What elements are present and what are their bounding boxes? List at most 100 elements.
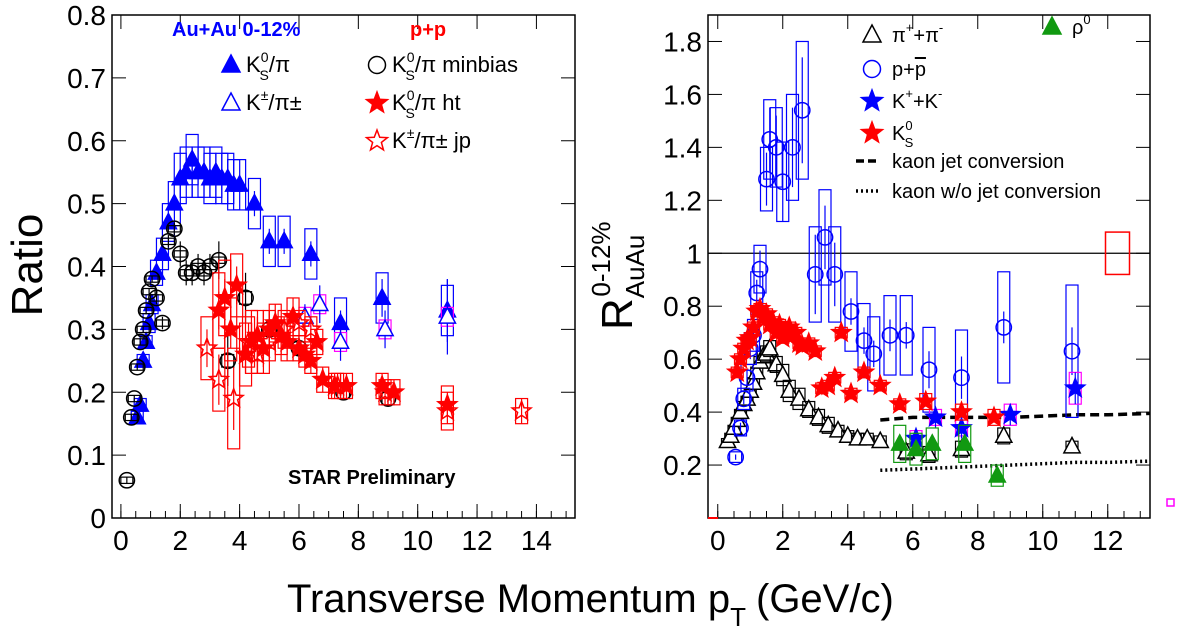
y-tick-label: 0.2 [663,450,702,481]
x-axis-title-main: Transverse Momentum p [287,577,730,621]
x-axis-title: Transverse Momentum pT (GeV/c) [287,577,894,632]
data-point [955,433,975,451]
data-point [435,399,459,421]
systematic-box [729,451,743,464]
data-point [245,193,264,211]
data-point [826,266,844,283]
y-tick-label: 0.8 [663,291,702,322]
y-tick-label: 0.8 [67,0,106,31]
data-point [201,258,219,275]
legend-label-rest: /π minbias [415,52,518,77]
data-point [148,289,165,307]
y-tick-label: 0.4 [663,397,702,428]
right-y-axis-label-sup: 0-12% [586,221,616,296]
data-point [143,270,161,288]
right-y-axis-label-main: R [593,298,642,330]
data-point [171,245,189,263]
legend-label-sup2: - [939,20,943,35]
right-panel: 0 2 4 6 8 10 120.20.40.60.811.21.41.61.8 π++π-p… [663,12,1151,556]
data-point [122,409,140,426]
data-point [299,348,323,371]
systematic-box [753,244,767,294]
data-point [272,317,296,340]
systematic-box [808,226,822,323]
legend-label-sup: ± [261,87,269,103]
data-point [823,365,847,388]
legend-marker [859,87,885,112]
data-point [732,419,749,437]
legend-label-overbar: p [915,59,926,81]
y-tick-label: 0.7 [67,63,106,94]
x-tick-label: 2 [172,525,188,556]
legend-marker [364,89,390,114]
legend-label-main: K [892,91,906,113]
data-point [137,302,155,319]
data-point [742,315,765,338]
data-point [919,443,939,462]
systematic-box [828,226,842,323]
systematic-box [883,295,897,376]
y-tick-label: 0.6 [67,126,106,157]
y-tick-label: 0 [90,503,106,534]
data-point [839,381,863,404]
legend-label: K±/π± [246,87,302,115]
x-axis-title-sub: T [730,602,746,632]
data-point [751,260,769,278]
systematic-box [795,40,809,180]
data-point [829,320,853,343]
data-point [803,339,827,361]
legend-label: K0 S/π ht [392,87,461,121]
systematic-box [818,189,832,286]
x-tick-label: 2 [775,525,791,556]
legend-label-sup: 0 [407,87,415,103]
kaon-no-jet-conversion-curve [880,459,1151,473]
data-point [230,174,249,192]
data-point [950,400,973,422]
y-tick-label: 0.5 [67,189,106,220]
data-point [897,326,915,344]
y-tick-label: 0.2 [67,377,106,408]
data-point [274,230,294,249]
data-point [225,273,249,296]
data-point [1063,376,1087,399]
x-tick-label: 8 [970,525,986,556]
data-point [438,306,457,324]
x-tick-label: 12 [1092,525,1123,556]
x-tick-label: 4 [840,525,856,556]
data-point [868,373,892,396]
legend-label-sub: S [405,67,414,83]
data-point [301,243,321,261]
y-tick-label: 1.8 [663,26,702,57]
legend-label-sub: S [259,67,268,83]
legend-label-sup2: - [938,86,942,101]
data-point [842,303,860,320]
systematic-box [262,215,276,268]
data-point [922,433,942,451]
legend-label-sub: S [905,135,914,150]
legend-label-sup: 0 [905,118,912,133]
data-point [987,465,1007,483]
legend-marker [220,53,242,73]
data-point [165,220,183,238]
x-axis-title-unit: (GeV/c) [756,577,894,621]
systematic-box [304,228,318,280]
systematic-box [277,215,291,268]
legend-label-main: K [392,90,407,115]
normalization-uncertainty-box [1104,231,1131,276]
data-point [998,402,1022,425]
x-tick-label: 8 [351,525,367,556]
data-point [881,326,899,344]
x-tick-label: 0 [710,525,726,556]
y-tick-label: 1 [686,238,702,269]
legend-label-main: p+ [892,59,915,81]
legend-label: K0 S/π [246,49,290,83]
data-point [311,367,335,390]
x-tick-label: 12 [461,525,492,556]
data-point [154,314,171,332]
legend-label: kaon w/o jet conversion [892,181,1101,203]
legend-marker [367,55,387,75]
data-point [920,361,938,379]
legend-label-sup: + [905,86,913,101]
data-point [725,360,749,383]
